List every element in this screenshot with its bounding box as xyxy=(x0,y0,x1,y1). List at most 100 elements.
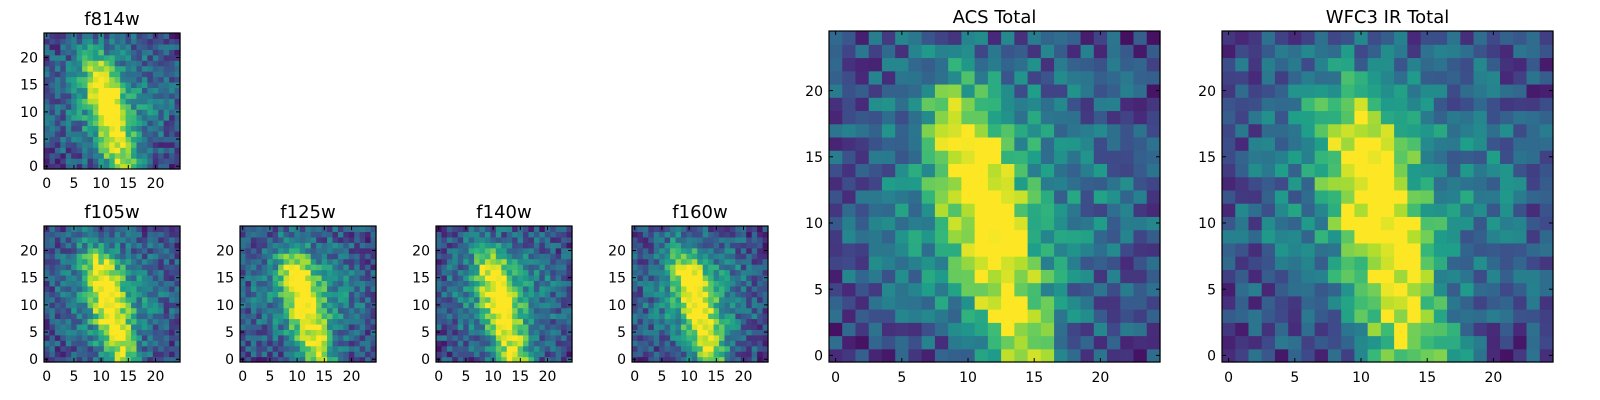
heatmap-cell xyxy=(842,216,857,231)
heatmap-cell xyxy=(71,269,78,276)
heatmap-cell xyxy=(1486,176,1501,191)
heatmap-cell xyxy=(327,274,334,281)
heatmap-cell xyxy=(868,216,883,231)
heatmap-cell xyxy=(120,340,127,347)
heatmap-cell xyxy=(751,351,758,358)
heatmap-cell xyxy=(294,236,301,243)
heatmap-cell xyxy=(735,242,742,249)
heatmap-cell xyxy=(1513,335,1528,350)
heatmap-cell xyxy=(174,226,181,233)
heatmap-cell xyxy=(642,356,649,363)
heatmap-cell xyxy=(141,81,148,88)
heatmap-cell xyxy=(98,54,105,61)
heatmap-cell xyxy=(457,264,464,271)
heatmap-cell xyxy=(484,280,491,287)
heatmap-cell xyxy=(1222,309,1236,323)
heatmap-cell xyxy=(359,280,366,287)
heatmap-cell xyxy=(740,280,747,287)
heatmap-cell xyxy=(76,285,83,292)
heatmap-cell xyxy=(762,345,769,352)
heatmap-cell xyxy=(1274,150,1289,164)
heatmap-cell xyxy=(169,345,176,352)
heatmap-cell xyxy=(109,43,116,50)
heatmap-cell xyxy=(288,307,295,314)
heatmap-cell xyxy=(49,323,56,330)
heatmap-cell xyxy=(147,231,154,238)
heatmap-cell xyxy=(441,323,448,330)
heatmap-cell xyxy=(163,291,170,298)
heatmap-cell xyxy=(1341,70,1355,85)
heatmap-cell xyxy=(321,258,328,265)
heatmap-cell xyxy=(1288,57,1303,72)
heatmap-cell xyxy=(517,323,524,330)
heatmap-cell xyxy=(974,31,989,45)
heatmap-cell xyxy=(555,296,562,303)
heatmap-cell xyxy=(245,231,252,238)
heatmap-cell xyxy=(76,163,83,170)
heatmap-cell xyxy=(1314,269,1329,284)
heatmap-cell xyxy=(261,242,268,249)
heatmap-cell xyxy=(1120,269,1135,284)
heatmap-cell xyxy=(109,334,116,341)
heatmap-cell xyxy=(539,280,546,287)
heatmap-cell xyxy=(152,340,159,347)
heatmap-cell xyxy=(1314,176,1329,191)
heatmap-cell xyxy=(697,291,704,298)
heatmap-cell xyxy=(54,329,61,336)
heatmap-cell xyxy=(436,340,443,347)
heatmap-cell xyxy=(76,158,83,165)
heatmap-cell xyxy=(337,269,344,276)
heatmap-cell xyxy=(1146,57,1161,72)
heatmap-cell xyxy=(82,60,89,67)
heatmap-cell xyxy=(49,264,56,271)
heatmap-cell xyxy=(103,98,110,105)
heatmap-cell xyxy=(332,242,339,249)
heatmap-cell xyxy=(1526,295,1541,310)
heatmap-cell xyxy=(158,264,165,271)
heatmap-cell xyxy=(1274,57,1289,72)
heatmap-cell xyxy=(365,291,372,298)
heatmap-cell xyxy=(261,296,268,303)
heatmap-cell xyxy=(120,130,127,137)
heatmap-cell xyxy=(1235,242,1250,257)
heatmap-cell xyxy=(746,280,753,287)
heatmap-cell xyxy=(82,147,89,154)
heatmap-cell xyxy=(961,229,976,244)
y-tick-label: 10 xyxy=(20,105,38,121)
heatmap-cell xyxy=(337,236,344,243)
heatmap-cell xyxy=(76,340,83,347)
heatmap-cell xyxy=(240,340,247,347)
heatmap-cell xyxy=(921,203,936,217)
heatmap-cell xyxy=(680,247,687,254)
heatmap-cell xyxy=(1420,176,1435,191)
heatmap-cell xyxy=(370,307,377,314)
heatmap-cell xyxy=(44,65,51,72)
heatmap-cell xyxy=(566,318,573,325)
heatmap-cell xyxy=(1040,136,1055,151)
heatmap-cell xyxy=(163,76,170,83)
heatmap-cell xyxy=(49,114,56,121)
heatmap-cell xyxy=(152,253,159,260)
heatmap-cell xyxy=(1420,229,1435,244)
heatmap-cell xyxy=(637,247,644,254)
heatmap-cell xyxy=(82,163,89,170)
heatmap-cell xyxy=(1420,269,1435,284)
heatmap-cell xyxy=(54,87,61,94)
heatmap-cell xyxy=(746,226,753,233)
heatmap-cell xyxy=(327,285,334,292)
heatmap-cell xyxy=(305,329,312,336)
heatmap-cell xyxy=(1248,295,1263,310)
heatmap-cell xyxy=(245,253,252,260)
heatmap-cell xyxy=(539,323,546,330)
heatmap-cell xyxy=(740,340,747,347)
heatmap-cell xyxy=(152,60,159,67)
heatmap-cell xyxy=(98,120,105,127)
heatmap-cell xyxy=(120,291,127,298)
heatmap-cell xyxy=(702,231,709,238)
heatmap-cell xyxy=(299,236,306,243)
heatmap-cell xyxy=(474,269,481,276)
heatmap-cell xyxy=(908,295,923,310)
heatmap-cell xyxy=(561,307,568,314)
axes-frame xyxy=(631,225,769,363)
heatmap-cell xyxy=(136,253,143,260)
